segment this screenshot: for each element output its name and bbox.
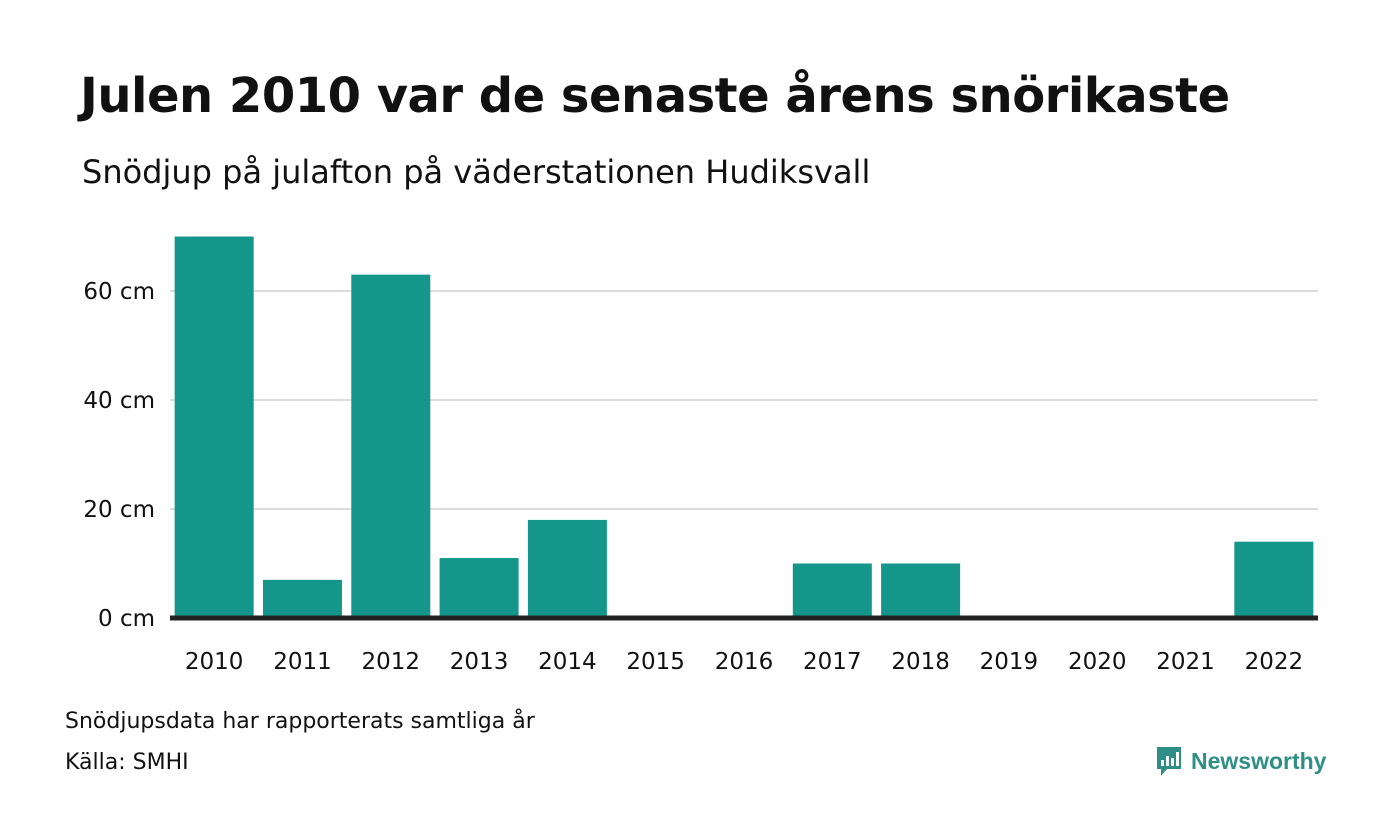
bar-2013 [439, 558, 519, 618]
bar-2022 [1234, 541, 1314, 618]
y-tick-label: 20 cm [83, 497, 155, 523]
y-axis-ticks: 0 cm 20 cm 40 cm 60 cm [83, 279, 155, 632]
x-tick-label: 2022 [1245, 649, 1304, 675]
x-tick-label: 2021 [1156, 649, 1215, 675]
y-tick-label: 40 cm [83, 388, 155, 414]
bar-chart: 0 cm 20 cm 40 cm 60 cm 2010 2011 2012 2013 2014… [83, 236, 1318, 675]
source-note: Källa: SMHI [65, 750, 189, 775]
x-tick-label: 2017 [803, 649, 862, 675]
brand-logo: Newsworthy [1155, 745, 1326, 777]
x-axis-ticks: 2010 2011 2012 2013 2014 2015 2016 2017 2018 2019… [185, 649, 1303, 675]
x-tick-label: 2011 [273, 649, 332, 675]
bar-2010 [174, 236, 254, 618]
grid-lines [170, 290, 1318, 510]
chart-title: Julen 2010 var de senaste årens snörikas… [80, 68, 1230, 124]
x-tick-label: 2014 [538, 649, 597, 675]
x-tick-label: 2019 [980, 649, 1039, 675]
bar-2012 [351, 274, 431, 618]
bar-2011 [262, 579, 342, 618]
x-tick-label: 2018 [891, 649, 950, 675]
y-tick-label: 60 cm [83, 279, 155, 305]
x-tick-label: 2020 [1068, 649, 1127, 675]
newsworthy-logo-icon [1157, 747, 1181, 776]
data-note: Snödjupsdata har rapporterats samtliga å… [65, 709, 535, 734]
bar-2017 [792, 563, 872, 618]
x-tick-label: 2010 [185, 649, 244, 675]
x-tick-label: 2012 [361, 649, 420, 675]
brand-name: Newsworthy [1191, 747, 1327, 774]
bars [174, 236, 1314, 618]
bar-2018 [881, 563, 961, 618]
x-tick-label: 2013 [450, 649, 509, 675]
bar-2014 [527, 519, 607, 618]
x-tick-label: 2016 [715, 649, 774, 675]
chart-subtitle: Snödjup på julafton på väderstationen Hu… [82, 153, 871, 191]
x-tick-label: 2015 [626, 649, 685, 675]
y-tick-label: 0 cm [98, 606, 155, 632]
